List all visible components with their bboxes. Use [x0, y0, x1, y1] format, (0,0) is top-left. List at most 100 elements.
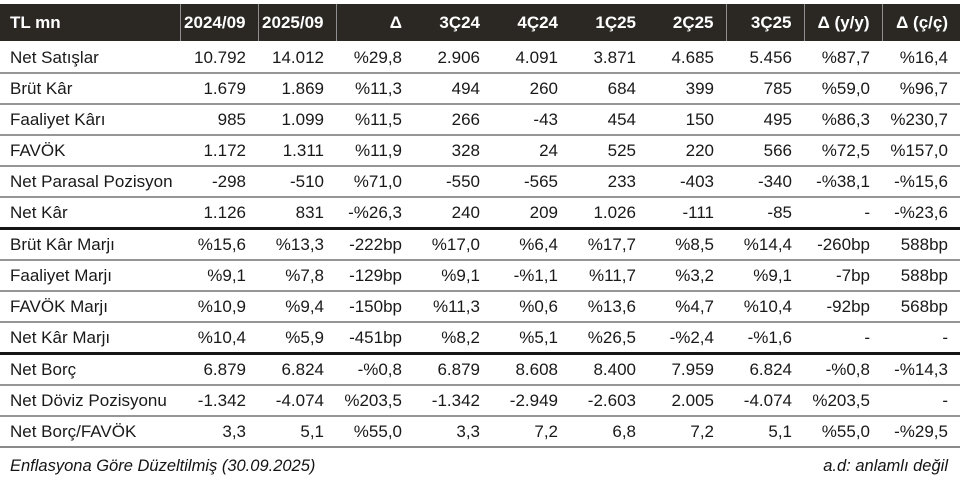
cell: 220 [648, 134, 726, 166]
row-label: FAVÖK [0, 134, 180, 166]
cell: -1.342 [180, 384, 258, 416]
header-col-5: 1Ç25 [570, 4, 648, 42]
cell: 266 [414, 103, 492, 135]
cell: %59,0 [804, 72, 882, 104]
cell: -%23,6 [882, 196, 960, 229]
header-col-4: 4Ç24 [492, 4, 570, 42]
cell: 10.792 [180, 41, 258, 73]
cell: -43 [492, 103, 570, 135]
row-label: FAVÖK Marjı [0, 290, 180, 322]
cell: -2.603 [570, 384, 648, 416]
row-label: Net Kâr [0, 196, 180, 229]
cell: %11,5 [336, 103, 414, 135]
cell: %8,2 [414, 321, 492, 354]
cell: %4,7 [648, 290, 726, 322]
cell: -2.949 [492, 384, 570, 416]
cell: %26,5 [570, 321, 648, 354]
cell: 14.012 [258, 41, 336, 73]
cell: -451bp [336, 321, 414, 354]
cell: -4.074 [258, 384, 336, 416]
cell: 1.172 [180, 134, 258, 166]
cell: 7,2 [648, 415, 726, 448]
table-row: FAVÖK 1.172 1.311 %11,9 328 24 525 220 566 %72,5%… [0, 134, 960, 166]
cell: -129bp [336, 259, 414, 291]
table-footnotes: Enflasyona Göre Düzeltilmiş (30.09.2025)… [0, 448, 960, 476]
row-label: Brüt Kâr Marjı [0, 227, 180, 260]
cell: %203,5 [336, 384, 414, 416]
header-col-8: Δ (y/y) [803, 4, 882, 42]
cell: 5,1 [258, 415, 336, 448]
cell: %3,2 [648, 259, 726, 291]
cell: %87,7 [804, 41, 882, 73]
row-label: Faaliyet Marjı [0, 259, 180, 291]
cell: 684 [570, 72, 648, 104]
table-row: Net Satışlar 10.792 14.012 %29,8 2.906 4.091 3… [0, 41, 960, 73]
cell: 233 [570, 165, 648, 197]
table-row: Net Borç/FAVÖK 3,3 5,1 %55,0 3,3 7,2 6,8 7,2 5,1… [0, 415, 960, 448]
cell: %71,0 [336, 165, 414, 197]
cell: -%0,8 [336, 352, 414, 385]
financial-table: TL mn 2024/09 2025/09 Δ 3Ç24 4Ç24 1Ç25 2Ç25 3Ç25… [0, 4, 960, 448]
table-row: Faaliyet Marjı %9,1 %7,8 -129bp %9,1 -%1,1 %11… [0, 259, 960, 291]
cell: %5,9 [258, 321, 336, 354]
row-label: Brüt Kâr [0, 72, 180, 104]
cell: %29,8 [336, 41, 414, 73]
cell: 6.879 [180, 352, 258, 385]
cell: 3,3 [414, 415, 492, 448]
cell: 260 [492, 72, 570, 104]
cell: - [804, 196, 882, 229]
cell: 566 [726, 134, 804, 166]
cell: %9,4 [258, 290, 336, 322]
header-col-6: 2Ç25 [648, 4, 726, 42]
footnote-inflation-adjusted: Enflasyona Göre Düzeltilmiş (30.09.2025) [10, 457, 316, 475]
table-row: Net Döviz Pozisyonu -1.342 -4.074 %203,5 -1.… [0, 384, 960, 416]
header-unit-label: TL mn [0, 4, 180, 42]
cell: %17,7 [570, 227, 648, 260]
cell: -%15,6 [882, 165, 960, 197]
cell: %55,0 [804, 415, 882, 448]
cell: %5,1 [492, 321, 570, 354]
row-label: Net Satışlar [0, 41, 180, 73]
cell: 7.959 [648, 352, 726, 385]
cell: %15,6 [180, 227, 258, 260]
cell: 209 [492, 196, 570, 229]
cell: %9,1 [414, 259, 492, 291]
cell: -7bp [804, 259, 882, 291]
cell: 1.869 [258, 72, 336, 104]
header-row: TL mn 2024/09 2025/09 Δ 3Ç24 4Ç24 1Ç25 2Ç25 3Ç25… [0, 4, 960, 42]
cell: %72,5 [804, 134, 882, 166]
cell: 1.026 [570, 196, 648, 229]
cell: 8.608 [492, 352, 570, 385]
table-row: Brüt Kâr 1.679 1.869 %11,3 494 260 684 399 785 %5… [0, 72, 960, 104]
row-label: Net Döviz Pozisyonu [0, 384, 180, 416]
table-row: Net Borç 6.879 6.824 -%0,8 6.879 8.608 8.400 7.… [0, 352, 960, 385]
cell: %11,3 [336, 72, 414, 104]
cell: -111 [648, 196, 726, 229]
header-col-2: Δ [335, 4, 414, 42]
cell: -403 [648, 165, 726, 197]
cell: 240 [414, 196, 492, 229]
cell: 1.126 [180, 196, 258, 229]
cell: %10,9 [180, 290, 258, 322]
cell: 2.005 [648, 384, 726, 416]
cell: -92bp [804, 290, 882, 322]
table-row: Faaliyet Kârı 985 1.099 %11,5 266 -43 454 150 49… [0, 103, 960, 135]
cell: 6.824 [258, 352, 336, 385]
cell: 1.679 [180, 72, 258, 104]
table-row: FAVÖK Marjı %10,9 %9,4 -150bp %11,3 %0,6 %13,6… [0, 290, 960, 322]
header-col-7: 3Ç25 [725, 4, 804, 42]
cell: 588bp [882, 259, 960, 291]
cell: 588bp [882, 227, 960, 260]
header-col-3: 3Ç24 [414, 4, 492, 42]
table-row: Net Parasal Pozisyon -298 -510 %71,0 -550 -56… [0, 165, 960, 197]
cell: 8.400 [570, 352, 648, 385]
header-col-1: 2025/09 [257, 4, 336, 42]
table-row: Net Kâr 1.126 831 -%26,3 240 209 1.026 -111 -85-… [0, 196, 960, 229]
cell: -%1,1 [492, 259, 570, 291]
cell: 1.099 [258, 103, 336, 135]
cell: -%1,6 [726, 321, 804, 354]
cell: %13,3 [258, 227, 336, 260]
cell: %16,4 [882, 41, 960, 73]
table-body: Net Satışlar 10.792 14.012 %29,8 2.906 4.091 3… [0, 41, 960, 448]
cell: -4.074 [726, 384, 804, 416]
